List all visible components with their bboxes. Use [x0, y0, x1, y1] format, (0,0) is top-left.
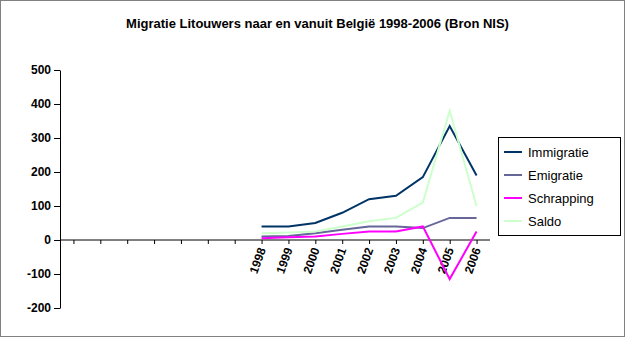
y-tick-label: 300 — [31, 131, 51, 145]
x-tick: 2004 — [408, 240, 430, 276]
x-tick-label: 2006 — [462, 245, 484, 275]
x-tick-mark — [369, 240, 370, 244]
x-tick: 1998 — [247, 240, 269, 276]
x-tick-mark — [127, 240, 128, 244]
y-tick-mark — [54, 172, 60, 173]
y-tick: 200 — [31, 165, 60, 179]
x-tick — [154, 240, 155, 244]
x-tick — [235, 240, 236, 244]
y-tick-label: 400 — [31, 97, 51, 111]
x-tick: 2000 — [300, 240, 322, 276]
x-axis-line — [60, 240, 490, 241]
x-tick-label: 1999 — [273, 245, 295, 275]
x-axis: 199819992000200120022003200420052006 — [60, 240, 490, 276]
y-tick: 100 — [31, 199, 60, 213]
series-line — [262, 126, 477, 226]
x-tick: 2006 — [462, 240, 484, 276]
x-tick — [127, 240, 128, 244]
y-tick-label: 100 — [31, 199, 51, 213]
series-line — [262, 226, 477, 279]
x-tick-label: 2000 — [300, 245, 322, 275]
x-tick-mark — [262, 240, 263, 244]
chart: Migratie Litouwers naar en vanuit België… — [0, 0, 625, 337]
x-tick-mark — [208, 240, 209, 244]
legend: Immigratie Emigratie Schrapping Saldo — [499, 138, 621, 236]
lines — [262, 111, 477, 279]
legend-label: Immigratie — [528, 145, 589, 160]
x-tick-mark — [396, 240, 397, 244]
x-tick-mark — [154, 240, 155, 244]
y-axis-line — [60, 71, 61, 309]
x-tick — [208, 240, 209, 244]
y-axis: -200 -100 0 100 200 300 400 500 — [27, 63, 61, 315]
y-tick-mark — [54, 240, 60, 241]
y-tick: 300 — [31, 131, 60, 145]
x-tick-mark — [450, 240, 451, 244]
legend-swatch — [504, 151, 522, 153]
legend-label: Emigratie — [528, 168, 583, 183]
y-tick: 0 — [44, 233, 60, 247]
x-tick: 2002 — [354, 240, 376, 276]
series-line — [262, 111, 477, 233]
y-tick-label: -100 — [27, 267, 51, 281]
x-tick-mark — [235, 240, 236, 244]
y-tick: 400 — [31, 97, 60, 111]
y-tick-mark — [54, 308, 60, 309]
y-tick-mark — [54, 70, 60, 71]
y-tick-mark — [54, 274, 60, 275]
x-tick: 1999 — [273, 240, 295, 276]
legend-swatch — [504, 197, 522, 199]
x-tick-label: 1998 — [247, 245, 269, 275]
x-tick — [181, 240, 182, 244]
x-tick-mark — [315, 240, 316, 244]
y-tick-label: 200 — [31, 165, 51, 179]
x-tick-label: 2004 — [408, 245, 430, 275]
y-tick-mark — [54, 138, 60, 139]
x-tick — [100, 240, 101, 244]
y-tick: -200 — [27, 301, 60, 315]
x-tick — [73, 240, 74, 244]
x-tick-mark — [100, 240, 101, 244]
y-tick-label: -200 — [27, 301, 51, 315]
y-tick: 500 — [31, 63, 60, 77]
legend-swatch — [504, 220, 522, 222]
x-tick-mark — [342, 240, 343, 244]
title: Migratie Litouwers naar en vanuit België… — [126, 16, 509, 31]
x-tick-mark — [73, 240, 74, 244]
y-tick-mark — [54, 206, 60, 207]
y-tick-label: 500 — [31, 63, 51, 77]
y-tick: -100 — [27, 267, 60, 281]
legend-label: Saldo — [528, 214, 561, 229]
legend-label: Schrapping — [528, 191, 594, 206]
chart-border — [1, 1, 625, 337]
x-tick-mark — [181, 240, 182, 244]
y-tick-mark — [54, 104, 60, 105]
legend-box — [499, 138, 621, 236]
x-tick: 2001 — [327, 240, 349, 276]
x-tick-label: 2002 — [354, 245, 376, 275]
x-tick-mark — [423, 240, 424, 244]
x-tick-mark — [288, 240, 289, 244]
x-tick-mark — [477, 240, 478, 244]
x-tick-label: 2003 — [381, 245, 403, 275]
legend-swatch — [504, 174, 522, 176]
x-tick: 2003 — [381, 240, 403, 276]
x-tick-label: 2001 — [327, 245, 349, 275]
y-tick-label: 0 — [44, 233, 51, 247]
